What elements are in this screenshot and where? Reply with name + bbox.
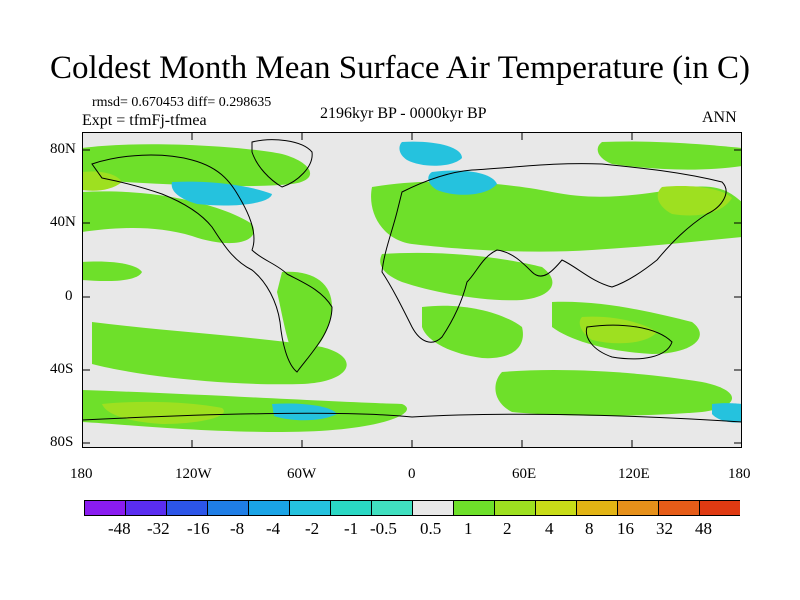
lon-label: 120W [175, 466, 212, 482]
colorbar-label: -2 [305, 519, 320, 538]
map-title: Coldest Month Mean Surface Air Temperatu… [50, 50, 750, 86]
colorbar-label: -1 [344, 519, 359, 538]
lat-ticks [82, 149, 742, 444]
anomaly-patches-negative [171, 141, 742, 423]
stats-text: rmsd= 0.670453 diff= 0.298635 [92, 95, 272, 110]
colorbar-label: 4 [545, 519, 554, 538]
lat-label: 80N [50, 141, 76, 157]
lon-label: 180 [70, 466, 93, 482]
colorbar-label: 1 [464, 519, 473, 538]
colorbar-swatch [371, 500, 413, 516]
colorbar-swatch [330, 500, 372, 516]
colorbar-swatch [453, 500, 495, 516]
colorbar-swatch [289, 500, 331, 516]
colorbar-label: 2 [503, 519, 512, 538]
colorbar-label: -0.5 [370, 519, 397, 538]
colorbar-label: 0.5 [420, 519, 442, 538]
lon-label: 60E [512, 466, 537, 482]
colorbar-swatch [248, 500, 290, 516]
anomaly-map [82, 132, 742, 448]
colorbar-label: 32 [656, 519, 673, 538]
colorbar-swatch [658, 500, 700, 516]
lon-label: 60W [287, 466, 317, 482]
colorbar-label: 16 [617, 519, 634, 538]
colorbar-label: -48 [108, 519, 131, 538]
colorbar-label: 48 [695, 519, 712, 538]
lon-label: 0 [408, 466, 416, 482]
colorbar-swatch [166, 500, 208, 516]
colorbar-label: -8 [230, 519, 245, 538]
colorbar-swatch [84, 500, 126, 516]
coastlines [82, 139, 742, 423]
lat-label: 0 [65, 288, 73, 304]
lat-label: 40S [50, 361, 74, 377]
colorbar [84, 500, 740, 516]
anomaly-patches-1to2 [82, 171, 732, 424]
colorbar-swatch [576, 500, 618, 516]
colorbar-label: -16 [187, 519, 210, 538]
colorbar-swatch [535, 500, 577, 516]
lat-label: 40N [50, 214, 76, 230]
lat-label: 80S [50, 434, 74, 450]
colorbar-swatch [617, 500, 659, 516]
colorbar-swatch [699, 500, 740, 516]
anomaly-patches-positive [82, 141, 742, 432]
colorbar-label: -4 [266, 519, 281, 538]
colorbar-label: 8 [585, 519, 594, 538]
season-label: ANN [702, 109, 737, 126]
lon-label: 120E [618, 466, 650, 482]
colorbar-swatch [207, 500, 249, 516]
colorbar-swatch [125, 500, 167, 516]
colorbar-swatch [412, 500, 454, 516]
lon-label: 180 [728, 466, 751, 482]
colorbar-label: -32 [147, 519, 170, 538]
period-label: 2196kyr BP - 0000kyr BP [320, 105, 487, 122]
experiment-label: Expt = tfmFj-tfmea [82, 112, 207, 129]
lon-ticks [191, 132, 633, 448]
colorbar-swatch [494, 500, 536, 516]
